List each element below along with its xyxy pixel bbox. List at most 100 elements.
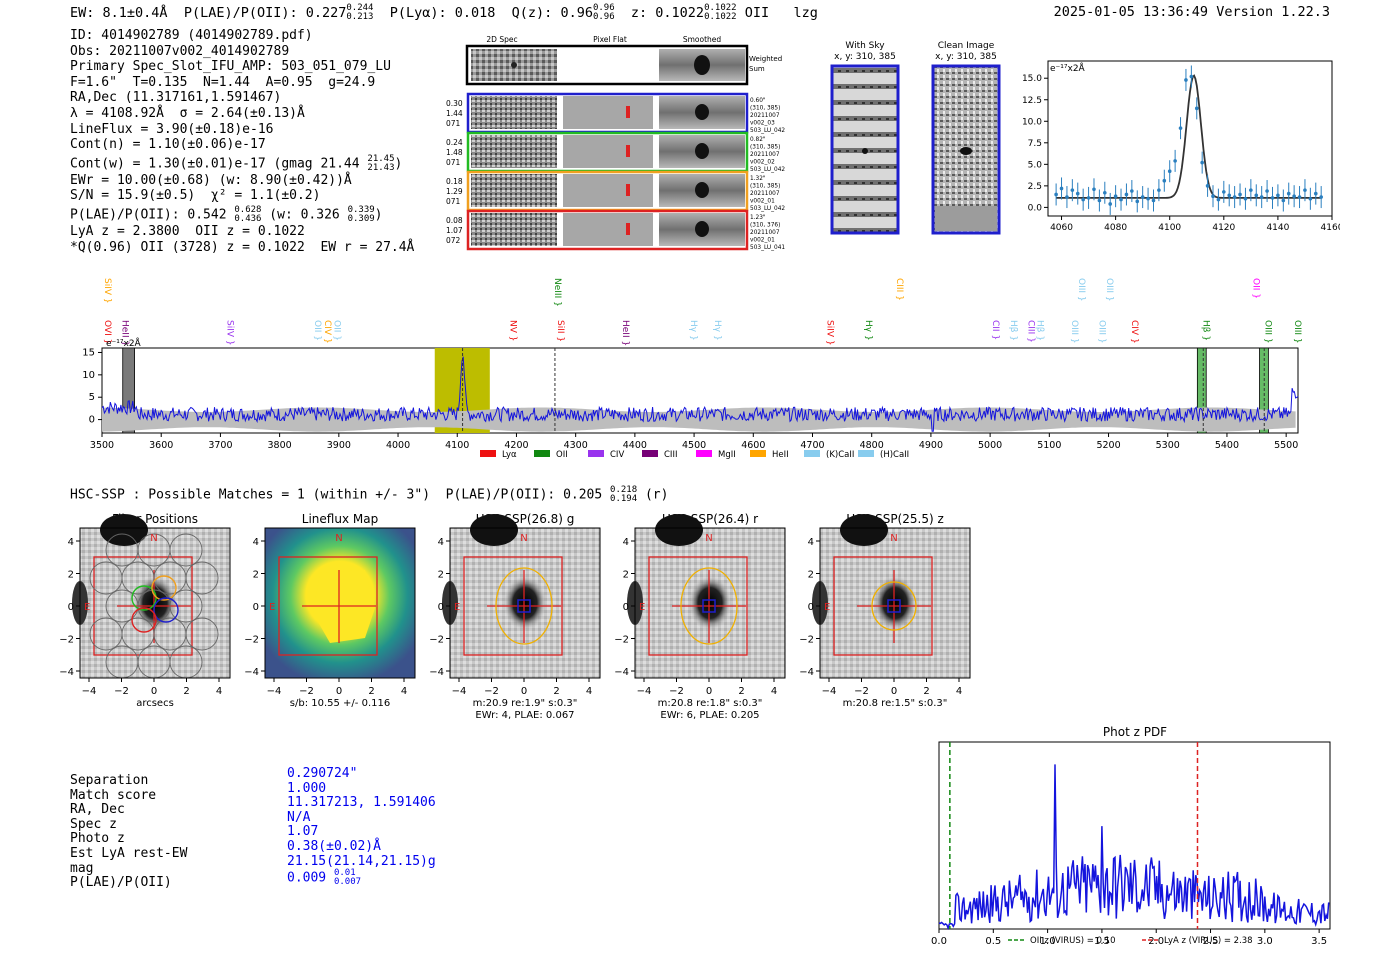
fit-point — [1146, 196, 1150, 201]
row-right-label: v002_02 — [750, 160, 775, 166]
hsc-xtick-label: 0 — [891, 686, 897, 697]
hsc-panel: Lineflux Map N E 4 2 0 −2 −4 −4 −2 0 2 4 s/b: 10.55 +… — [244, 512, 416, 709]
row-2d-image — [471, 213, 557, 246]
hsc-xtick-label: 0 — [151, 686, 157, 697]
east-label: E — [824, 602, 830, 613]
fit-point — [1135, 199, 1140, 204]
match-label: Match score — [70, 787, 157, 803]
spec-ytick-label: 15 — [82, 347, 95, 358]
hsc-ytick-label: 2 — [68, 570, 74, 581]
fit-point — [1286, 191, 1291, 196]
fit-point — [1265, 189, 1269, 193]
row-right-label: v002_01 — [750, 238, 775, 244]
line-fit-model-curve — [1056, 74, 1322, 199]
hsc-xtick-label: −2 — [484, 686, 499, 697]
photz-xtick-label: 2.0 — [1148, 936, 1164, 947]
legend-swatch — [534, 450, 550, 457]
hsc-panel-frame — [79, 527, 231, 679]
fit-point — [1238, 192, 1242, 197]
fit-point — [1254, 193, 1259, 198]
spectrum-line-label: OIII } — [1292, 320, 1302, 344]
spec-ytick-label: 10 — [82, 370, 95, 381]
hsc-header-hi: 0.218 — [610, 485, 638, 495]
fit-point — [1194, 106, 1199, 111]
legend-label: MgII — [718, 450, 736, 460]
row-right-label: 20211007 — [750, 152, 780, 158]
spectrum-line-label: NV } — [508, 320, 518, 341]
match-value: 0.38(±0.02)Å — [287, 838, 381, 854]
info-qline: *Q(0.96) OII (3728) z = 0.1022 EW r = 27… — [70, 239, 415, 255]
info-contw-hi: 21.45 — [367, 153, 395, 164]
hsc-xtick-label: −4 — [637, 686, 652, 697]
row-right-label: 503_LU_042 — [750, 128, 785, 134]
target-galaxy — [503, 575, 547, 631]
legend-swatch — [588, 450, 604, 457]
spec-ytick-label: 5 — [89, 392, 95, 403]
fit-ytick-label: 12.5 — [1022, 96, 1042, 106]
hsc-xtick-label: −2 — [669, 686, 684, 697]
spectrum-line-label: Hγ } — [688, 320, 698, 341]
row-smoothed-source — [695, 221, 709, 237]
spectrum-line-label: OIII } — [1097, 320, 1107, 344]
legend-swatch — [642, 450, 658, 457]
fit-point — [1119, 197, 1123, 202]
hsc-ytick-label: −2 — [244, 635, 259, 646]
header-qz: Q(z): 0.96 — [511, 5, 593, 21]
spec-xtick-label: 4100 — [445, 440, 469, 451]
spec-xtick-label: 4800 — [860, 440, 884, 451]
match-value: 11.317213, 1.591406 — [287, 795, 436, 811]
row-left-label: 1.48 — [446, 148, 463, 157]
hsc-xtick-label: 2 — [738, 686, 744, 697]
match-value: 0.290724" — [287, 766, 358, 781]
header-qz-hi: 0.96 — [592, 3, 615, 13]
spec-xtick-label: 4400 — [623, 440, 647, 451]
info-fparams: F=1.6" T=0.135 N=1.44 A=0.95 g=24.9 — [70, 74, 376, 90]
legend-label: OII — [556, 450, 568, 460]
fit-point — [1162, 178, 1167, 183]
match-label: Est LyA rest-EW — [70, 845, 188, 861]
photz-xtick-label: 1.5 — [1094, 936, 1110, 947]
row-right-label: 20211007 — [750, 230, 780, 236]
match-value: 21.15(21.14,21.15)g — [287, 853, 436, 869]
spectrum-line-label: OIII } — [1104, 278, 1114, 302]
weighted-smoothed-source — [694, 55, 710, 75]
photz-title: Phot z PDF — [1103, 725, 1167, 739]
hsc-xtick-label: 2 — [553, 686, 559, 697]
legend-label: (K)CaII — [826, 450, 854, 460]
fit-xtick-label: 4120 — [1212, 223, 1235, 233]
hsc-xtick-label: 2 — [368, 686, 374, 697]
fiber-circle — [185, 561, 219, 595]
fit-point — [1140, 195, 1145, 199]
spectrum-line-label: HeII } — [620, 320, 630, 346]
info-contw-lo: 21.43 — [367, 162, 395, 173]
fit-ytick-label: 2.5 — [1028, 182, 1042, 192]
info-lambda: λ = 4108.92Å σ = 2.64(±0.13)Å — [70, 105, 305, 121]
east-label: E — [84, 602, 90, 613]
hsc-ytick-label: −4 — [614, 667, 629, 678]
row-right-label: (310, 385) — [750, 184, 780, 190]
hsc-xtick-label: −2 — [854, 686, 869, 697]
photz-chart: Phot z PDF 0.0 0.5 1.0 1.5 2.0 2.5 3.0 3.5 OII … — [931, 725, 1331, 947]
hsc-xtick-label: −4 — [267, 686, 282, 697]
header-summary: EW: 8.1±0.4Å P(LAE)/P(OII): 0.2270.244 0.… — [70, 4, 818, 22]
spectrum-line-label: HeII } — [120, 320, 130, 346]
clean-label: Clean Image — [938, 41, 995, 51]
row-left-label: 0.30 — [446, 99, 463, 108]
north-label: N — [890, 533, 897, 544]
info-sn: S/N = 15.9(±0.5) χ² = 1.1(±0.2) — [70, 188, 321, 204]
spec-xtick-label: 4500 — [682, 440, 706, 451]
fit-point — [1184, 78, 1188, 82]
spec-xtick-label: 5100 — [1037, 440, 1061, 451]
spec-xtick-label: 4300 — [564, 440, 588, 451]
legend-label: (H)CaII — [880, 450, 909, 460]
north-label: N — [335, 533, 342, 544]
row-left-label: 071 — [446, 158, 461, 167]
row-flat-image — [563, 213, 653, 246]
north-label: N — [150, 533, 157, 544]
